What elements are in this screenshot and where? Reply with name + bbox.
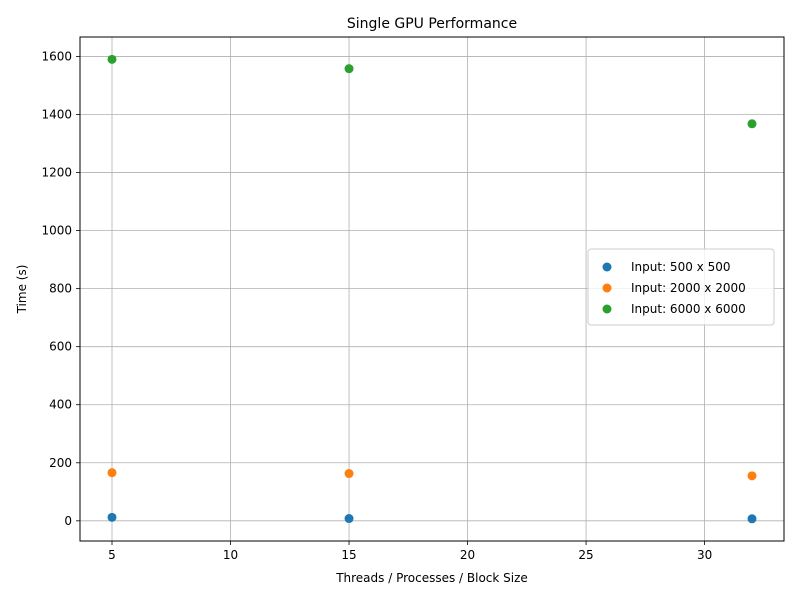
- data-point-series-3: [747, 119, 757, 129]
- y-tick-label: 200: [49, 456, 72, 470]
- y-tick-label: 800: [49, 282, 72, 296]
- legend-entry-label: Input: 6000 x 6000: [631, 302, 746, 316]
- x-tick-label: 20: [460, 548, 475, 562]
- data-point-series-1: [107, 512, 117, 522]
- y-tick-label: 1400: [41, 107, 72, 121]
- legend-entry-label: Input: 500 x 500: [631, 260, 730, 274]
- x-axis-ticks: 5 10 15 20 25 30: [108, 541, 712, 562]
- data-point-series-3: [344, 64, 354, 74]
- y-tick-label: 1200: [41, 166, 72, 180]
- legend: Input: 500 x 500 Input: 2000 x 2000 Input:…: [587, 248, 775, 326]
- x-axis-label: Threads / Processes / Block Size: [335, 571, 528, 585]
- x-tick-label: 15: [341, 548, 356, 562]
- data-point-series-2: [344, 469, 354, 479]
- data-point-series-3: [107, 54, 117, 64]
- x-tick-label: 10: [223, 548, 238, 562]
- y-tick-label: 600: [49, 340, 72, 354]
- legend-box: [587, 248, 775, 326]
- x-tick-label: 5: [108, 548, 116, 562]
- y-tick-label: 1000: [41, 224, 72, 238]
- data-point-series-1: [344, 514, 354, 524]
- y-axis-label: Time (s): [15, 265, 29, 315]
- data-points: [107, 54, 757, 524]
- y-axis-ticks: 0 200 400 600 800 1000 1200 1400 1600: [41, 49, 80, 528]
- legend-marker: [602, 304, 612, 314]
- chart-title: Single GPU Performance: [347, 16, 517, 32]
- data-point-series-1: [747, 514, 757, 524]
- data-point-series-2: [107, 468, 117, 478]
- legend-marker: [602, 262, 612, 272]
- x-tick-label: 25: [578, 548, 593, 562]
- legend-entry-label: Input: 2000 x 2000: [631, 281, 746, 295]
- y-tick-label: 400: [49, 398, 72, 412]
- y-tick-label: 0: [64, 514, 72, 528]
- x-tick-label: 30: [697, 548, 712, 562]
- data-point-series-2: [747, 471, 757, 481]
- y-tick-label: 1600: [41, 49, 72, 63]
- legend-marker: [602, 283, 612, 293]
